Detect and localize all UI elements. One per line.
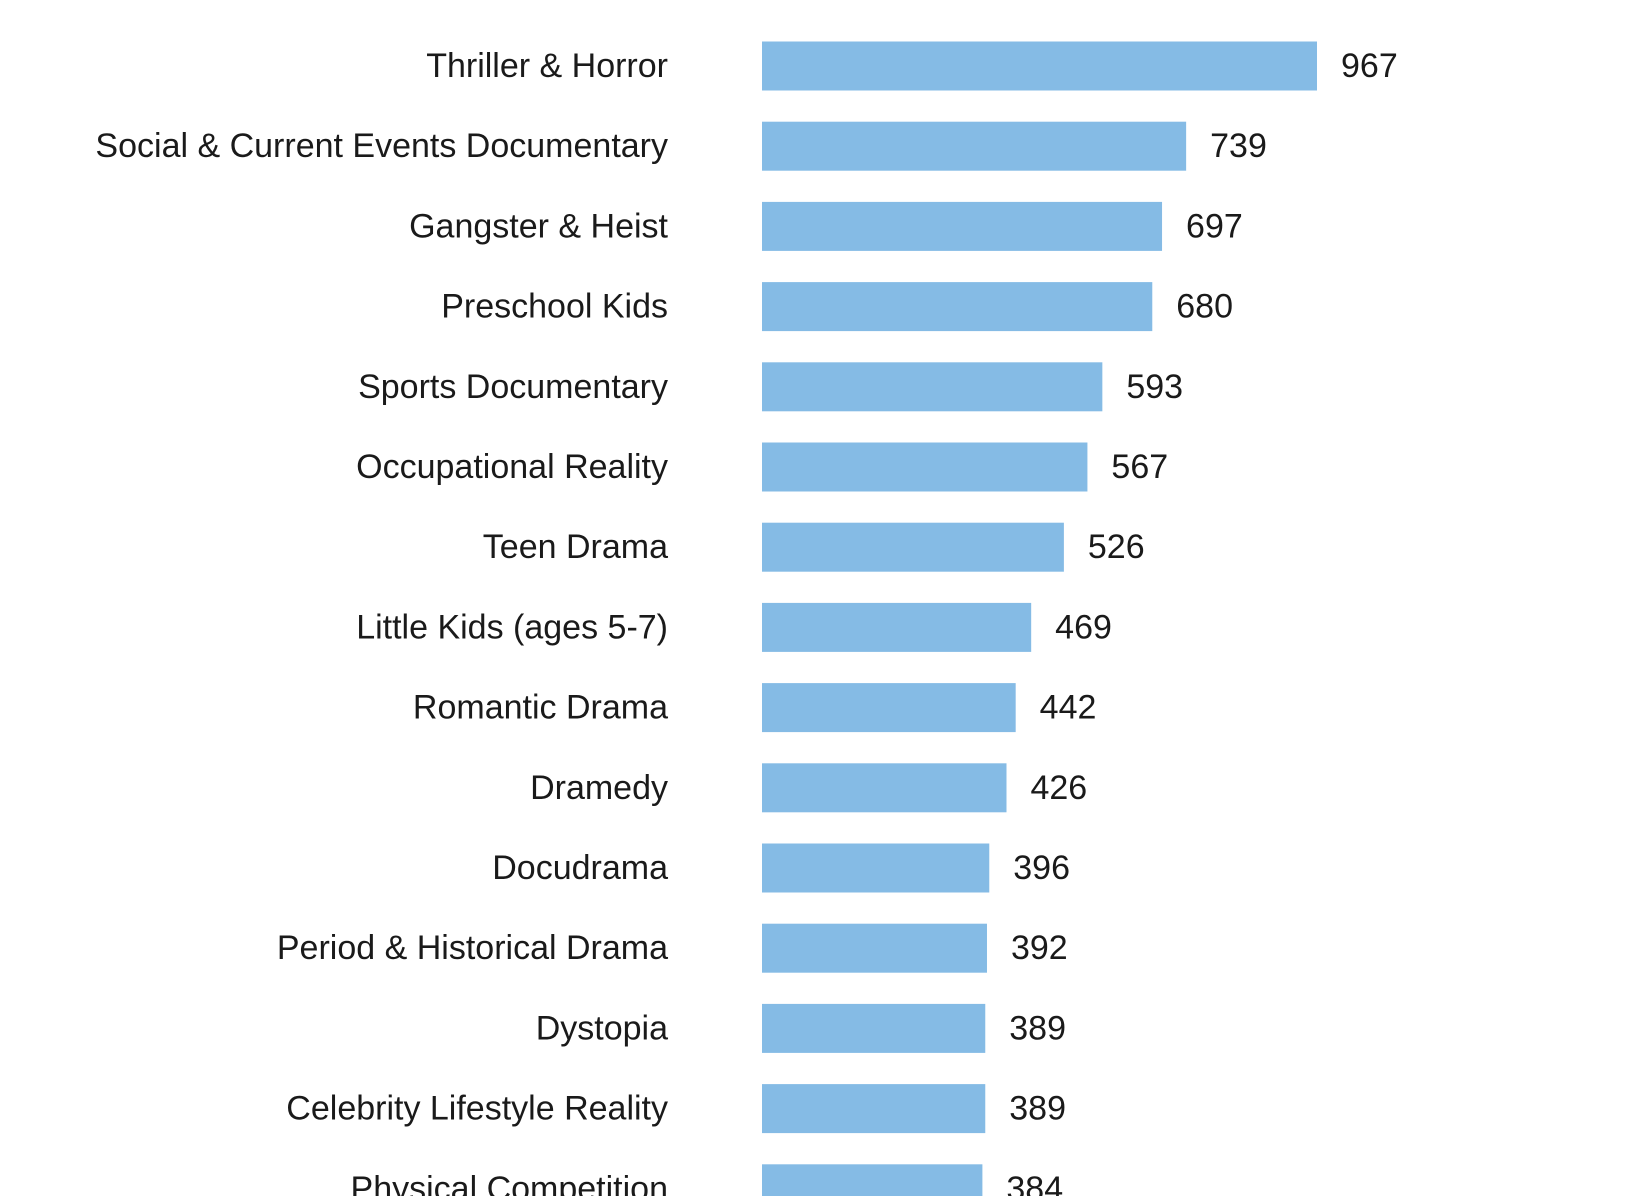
category-label: Physical Competition — [351, 1170, 668, 1196]
bar — [762, 362, 1103, 412]
bar — [762, 1003, 986, 1053]
category-label: Teen Drama — [483, 528, 668, 566]
bar — [762, 1164, 983, 1201]
value-label: 567 — [1111, 448, 1168, 486]
category-label: Little Kids (ages 5-7) — [356, 608, 668, 646]
bar — [762, 442, 1088, 492]
value-label: 680 — [1176, 288, 1233, 326]
bar — [762, 923, 987, 973]
bar — [762, 121, 1187, 171]
bar-row: Docudrama 396 — [492, 843, 1070, 893]
value-label: 389 — [1009, 1009, 1066, 1047]
value-label: 392 — [1011, 929, 1068, 967]
category-label: Period & Historical Drama — [277, 929, 668, 967]
category-label: Occupational Reality — [356, 448, 668, 486]
bar — [762, 683, 1016, 733]
bar-row: Occupational Reality 567 — [356, 442, 1168, 492]
category-label: Thriller & Horror — [426, 47, 668, 85]
bar — [762, 843, 990, 893]
bar — [762, 1084, 986, 1134]
value-label: 469 — [1055, 608, 1112, 646]
bar — [762, 602, 1032, 652]
category-label: Docudrama — [492, 849, 668, 887]
category-label: Sports Documentary — [358, 368, 668, 406]
category-label: Dramedy — [530, 769, 668, 807]
bar-row: Period & Historical Drama 392 — [277, 923, 1068, 973]
category-label: Preschool Kids — [441, 288, 668, 326]
bar-row: Sports Documentary 593 — [358, 362, 1183, 412]
bar — [762, 763, 1007, 813]
bar-row: Physical Competition 384 — [351, 1164, 1063, 1201]
value-label: 739 — [1210, 127, 1267, 165]
bar-row: Preschool Kids 680 — [441, 282, 1233, 332]
category-label: Romantic Drama — [413, 689, 668, 727]
category-label: Celebrity Lifestyle Reality — [286, 1090, 668, 1128]
bar-row: Celebrity Lifestyle Reality 389 — [286, 1084, 1066, 1134]
value-label: 526 — [1088, 528, 1145, 566]
value-label: 442 — [1040, 689, 1097, 727]
value-label: 396 — [1013, 849, 1070, 887]
category-label: Dystopia — [536, 1009, 668, 1047]
bar-row: Little Kids (ages 5-7) 469 — [356, 602, 1112, 652]
bar-row: Romantic Drama 442 — [413, 683, 1097, 733]
bar — [762, 282, 1153, 332]
bar-row: Dramedy 426 — [530, 763, 1087, 813]
bar-row: Social & Current Events Documentary 739 — [95, 121, 1267, 171]
category-label: Social & Current Events Documentary — [95, 127, 668, 165]
value-label: 697 — [1186, 207, 1243, 245]
bar-row: Dystopia 389 — [536, 1003, 1066, 1053]
bar-row: Teen Drama 526 — [483, 522, 1145, 572]
bar — [762, 41, 1317, 91]
value-label: 426 — [1030, 769, 1087, 807]
category-label: Gangster & Heist — [409, 207, 668, 245]
bar — [762, 522, 1064, 572]
bar-row: Gangster & Heist 697 — [409, 201, 1243, 251]
value-label: 967 — [1341, 47, 1398, 85]
bar-row: Thriller & Horror 967 — [426, 41, 1398, 91]
value-label: 593 — [1126, 368, 1183, 406]
value-label: 389 — [1009, 1090, 1066, 1128]
value-label: 384 — [1006, 1170, 1063, 1196]
bar — [762, 201, 1163, 251]
